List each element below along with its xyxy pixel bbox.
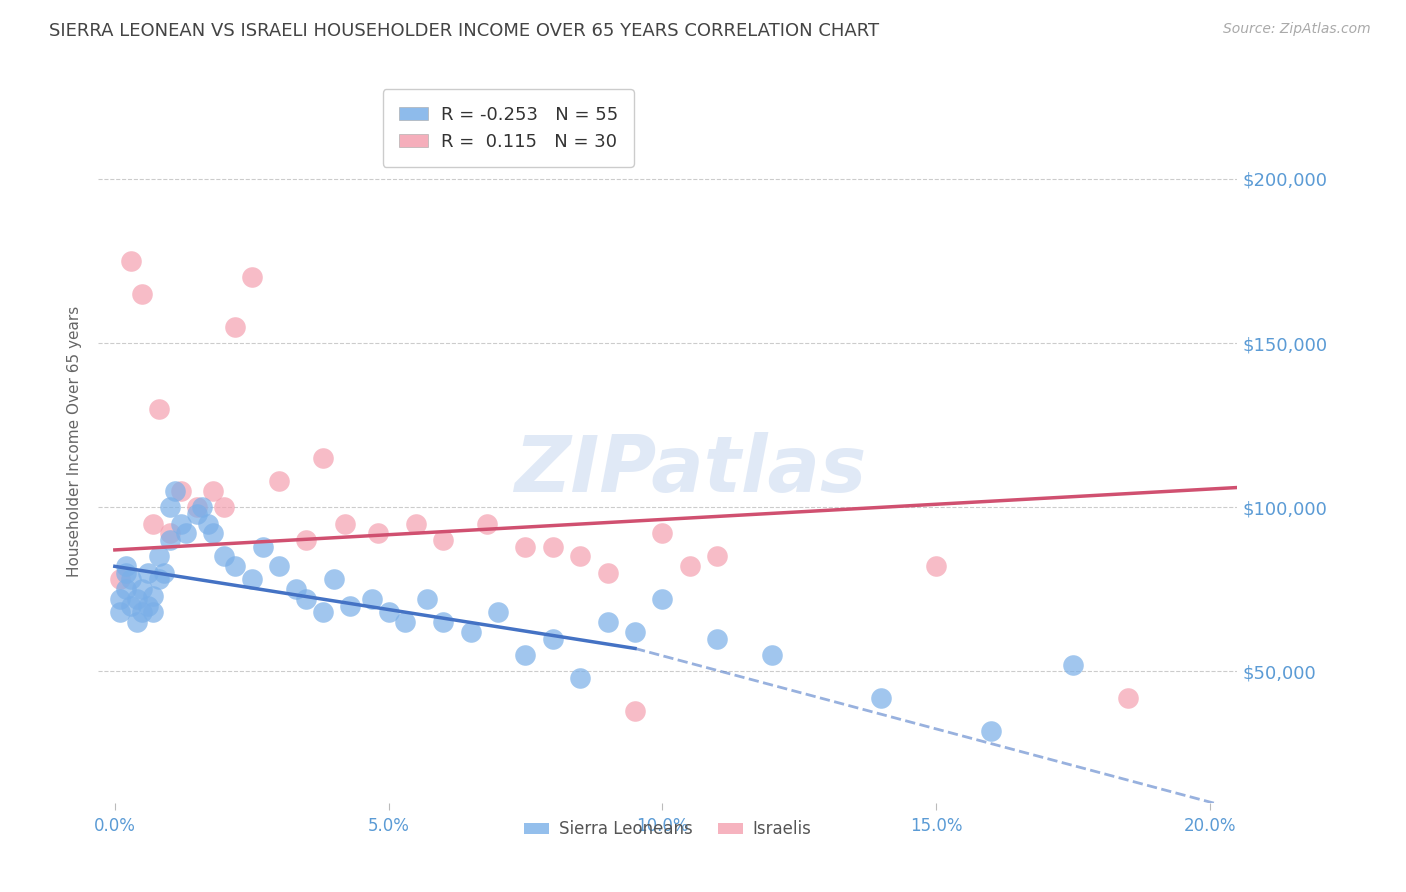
Point [706,549,728,564]
Point [224,559,246,574]
Point [186,507,208,521]
Point [214,549,236,564]
Point [159,533,181,547]
Point [569,671,592,685]
Point [761,648,783,662]
Point [312,605,335,619]
Point [515,648,537,662]
Point [110,573,132,587]
Point [541,540,564,554]
Point [240,573,263,587]
Point [125,615,148,630]
Point [295,592,318,607]
Point [136,566,159,580]
Point [148,549,170,564]
Point [120,253,142,268]
Point [120,573,142,587]
Point [596,566,619,580]
Point [322,573,344,587]
Point [651,526,673,541]
Point [240,270,263,285]
Point [679,559,702,574]
Point [202,526,225,541]
Text: ZIPatlas: ZIPatlas [515,433,866,508]
Point [416,592,439,607]
Point [197,516,219,531]
Point [169,483,191,498]
Point [460,625,482,640]
Point [153,566,176,580]
Point [339,599,361,613]
Point [432,533,454,547]
Point [624,625,647,640]
Point [333,516,356,531]
Point [120,599,142,613]
Point [191,500,214,515]
Point [312,450,335,465]
Point [367,526,389,541]
Point [980,723,1002,738]
Point [706,632,728,646]
Point [284,582,307,597]
Point [569,549,592,564]
Point [142,589,165,603]
Point [596,615,619,630]
Point [131,582,153,597]
Point [114,582,136,597]
Point [252,540,274,554]
Point [159,500,181,515]
Point [870,690,893,705]
Point [515,540,537,554]
Point [169,516,191,531]
Point [394,615,416,630]
Text: Source: ZipAtlas.com: Source: ZipAtlas.com [1223,22,1371,37]
Point [432,615,454,630]
Point [110,592,132,607]
Point [651,592,673,607]
Point [131,605,153,619]
Point [110,605,132,619]
Point [142,516,165,531]
Point [377,605,399,619]
Point [136,599,159,613]
Y-axis label: Householder Income Over 65 years: Householder Income Over 65 years [67,306,83,577]
Point [142,605,165,619]
Point [131,286,153,301]
Point [214,500,236,515]
Point [295,533,318,547]
Point [405,516,427,531]
Point [269,559,291,574]
Point [541,632,564,646]
Point [174,526,197,541]
Point [148,401,170,416]
Point [361,592,384,607]
Point [224,319,246,334]
Point [114,559,136,574]
Point [486,605,509,619]
Point [202,483,225,498]
Point [125,592,148,607]
Point [925,559,948,574]
Point [148,573,170,587]
Point [269,474,291,488]
Legend: Sierra Leoneans, Israelis: Sierra Leoneans, Israelis [517,814,818,845]
Point [1116,690,1139,705]
Point [1062,657,1084,672]
Point [624,704,647,718]
Text: SIERRA LEONEAN VS ISRAELI HOUSEHOLDER INCOME OVER 65 YEARS CORRELATION CHART: SIERRA LEONEAN VS ISRAELI HOUSEHOLDER IN… [49,22,879,40]
Point [186,500,208,515]
Point [159,526,181,541]
Point [114,566,136,580]
Point [475,516,498,531]
Point [165,483,187,498]
